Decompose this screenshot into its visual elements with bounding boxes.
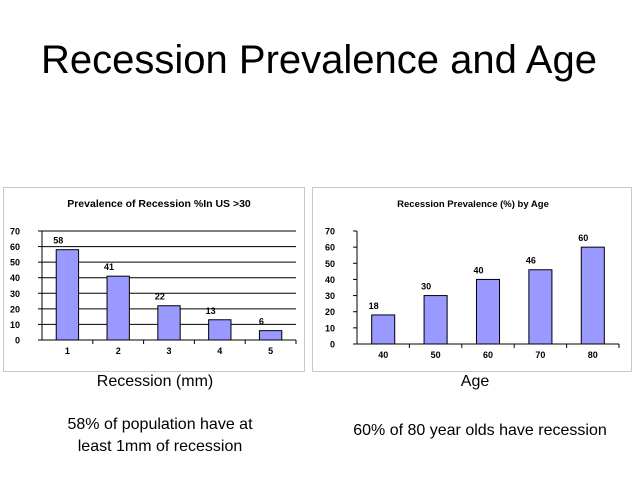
- bar-value-label: 18: [369, 301, 379, 311]
- slide-title: Recession Prevalence and Age: [41, 38, 597, 82]
- y-tick-label: 10: [10, 320, 20, 330]
- y-tick-label: 60: [10, 242, 20, 252]
- x-tick-label: 4: [217, 346, 222, 356]
- bar-value-label: 13: [206, 306, 216, 316]
- bar-value-label: 41: [104, 262, 114, 272]
- x-tick-label: 80: [588, 350, 598, 360]
- bar-value-label: 6: [259, 317, 264, 327]
- left-note-line2: least 1mm of recession: [77, 438, 243, 455]
- chart-title: Recession Prevalence (%) by Age: [397, 199, 549, 210]
- x-tick-label: 5: [268, 346, 273, 356]
- y-tick-label: 70: [325, 227, 335, 237]
- bar: [258, 330, 283, 341]
- left-caption: Recession (mm): [96, 373, 214, 390]
- bar: [55, 249, 80, 341]
- x-tick-label: 40: [378, 350, 388, 360]
- y-tick-label: 50: [325, 259, 335, 269]
- y-tick-label: 30: [10, 289, 20, 299]
- x-tick-label: 60: [483, 350, 493, 360]
- bar: [371, 314, 396, 345]
- y-tick-label: 50: [10, 258, 20, 268]
- right-caption: Age: [460, 373, 490, 390]
- bar: [208, 319, 232, 341]
- chart-title: Prevalence of Recession %In US >30: [67, 198, 251, 210]
- age-chart: Recession Prevalence (%) by Age 0 10 20 30 40…: [325, 199, 620, 360]
- bar-value-label: 58: [53, 236, 63, 246]
- bar: [528, 269, 553, 345]
- bar-value-label: 40: [473, 265, 483, 275]
- left-note: 58% of population have at least 1mm of r…: [40, 414, 280, 458]
- y-tick-label: 70: [10, 227, 20, 237]
- left-note-line1: 58% of population have at: [67, 416, 253, 433]
- y-tick-label: 20: [10, 304, 20, 314]
- y-tick-label: 0: [330, 340, 335, 350]
- bar-value-label: 22: [155, 292, 165, 302]
- y-tick-label: 0: [15, 336, 20, 346]
- y-tick-label: 40: [325, 275, 335, 285]
- x-tick-label: 3: [166, 346, 171, 356]
- y-tick-label: 40: [10, 273, 20, 283]
- y-tick-label: 20: [325, 307, 335, 317]
- bar-value-label: 60: [578, 233, 588, 243]
- recession-chart: Prevalence of Recession %In US >30 0 10 20 3…: [10, 198, 297, 356]
- y-tick-label: 30: [325, 291, 335, 301]
- bar: [475, 278, 501, 345]
- bar: [157, 305, 181, 341]
- right-note: 60% of 80 year olds have recession: [353, 422, 607, 439]
- bar-value-label: 30: [421, 282, 431, 292]
- bar: [106, 275, 130, 341]
- left-chart-panel: Prevalence of Recession %In US >30 0 10 20 3…: [3, 187, 305, 372]
- x-tick-label: 1: [65, 346, 70, 356]
- y-tick-label: 60: [325, 243, 335, 253]
- bar: [423, 295, 448, 345]
- bar: [580, 246, 605, 345]
- bar-value-label: 46: [526, 256, 536, 266]
- x-tick-label: 50: [431, 350, 441, 360]
- x-tick-label: 2: [116, 346, 121, 356]
- x-tick-label: 70: [535, 350, 545, 360]
- right-chart-panel: Recession Prevalence (%) by Age 0 10 20 30 40…: [312, 187, 632, 372]
- y-tick-label: 10: [325, 323, 335, 333]
